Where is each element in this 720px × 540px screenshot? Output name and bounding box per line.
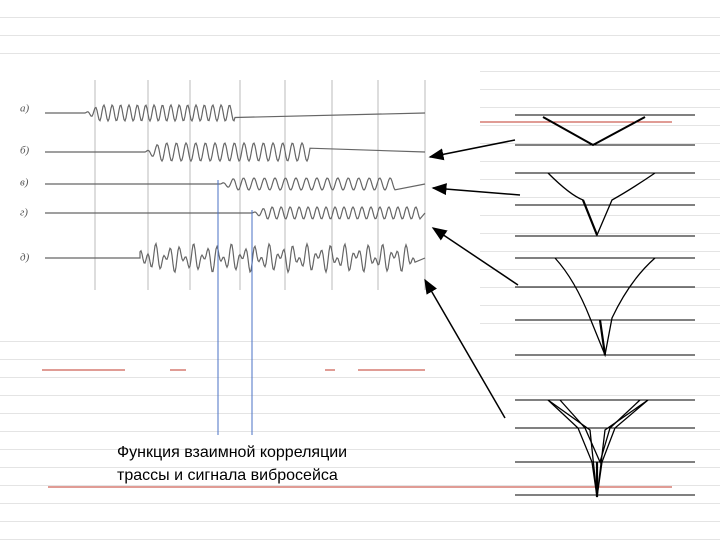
trace-label: г) xyxy=(20,207,28,219)
arrows xyxy=(424,139,521,419)
trace xyxy=(45,141,426,163)
traces xyxy=(45,103,426,274)
trace xyxy=(45,177,426,191)
marker-lines xyxy=(217,180,253,435)
trace-labels: а) б) в) г) д) xyxy=(20,103,30,264)
trace xyxy=(45,205,426,221)
caption-line: Функция взаимной корреляции xyxy=(117,444,347,461)
trace-label: д) xyxy=(20,252,30,264)
trace-label: а) xyxy=(20,103,30,115)
trace xyxy=(45,103,426,123)
trace xyxy=(45,241,426,274)
correlation-shapes xyxy=(542,116,656,498)
trace-label: б) xyxy=(20,145,30,157)
red-lines xyxy=(42,121,672,488)
caption-line: трассы и сигнала вибросейса xyxy=(117,467,338,484)
right-lines xyxy=(515,114,695,496)
trace-label: в) xyxy=(20,177,29,189)
